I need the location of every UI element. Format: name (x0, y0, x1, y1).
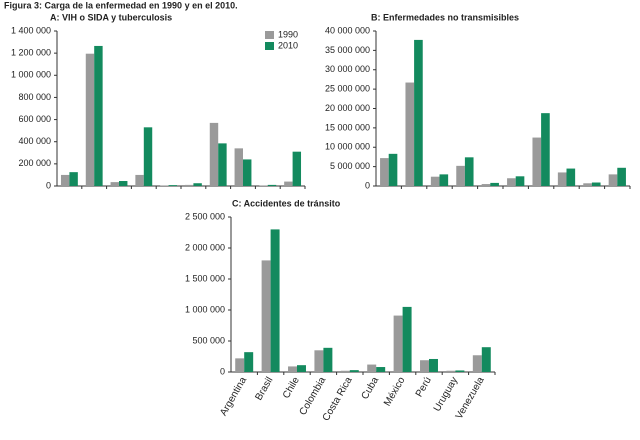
y-tick-label: 600 000 (18, 114, 51, 124)
bar (297, 365, 306, 372)
y-tick-label: 1 200 000 (11, 48, 51, 58)
y-tick-label: 0 (46, 180, 51, 190)
legend-swatch (265, 42, 274, 50)
y-tick-label: 800 000 (18, 92, 51, 102)
bar (402, 306, 412, 372)
bar (490, 182, 499, 186)
bar (367, 364, 377, 372)
bar (481, 184, 491, 186)
bar (420, 360, 429, 372)
chart-title: C: Accidentes de tránsito (232, 198, 341, 208)
bar (243, 159, 252, 186)
bar (430, 176, 440, 186)
y-tick-label: 0 (220, 366, 225, 376)
bar (541, 113, 550, 186)
y-tick-label: 1 000 000 (185, 304, 225, 314)
bar (288, 366, 297, 372)
bar (168, 185, 178, 186)
bar (244, 352, 254, 372)
bar (143, 127, 153, 186)
bar (591, 182, 601, 186)
bar (110, 182, 119, 186)
bar (234, 148, 243, 186)
bar (292, 151, 302, 186)
bar (193, 183, 202, 186)
bar (376, 367, 386, 372)
y-tick-label: 2 500 000 (185, 211, 225, 221)
chart-title: B: Enfermedades no transmisibles (371, 12, 519, 22)
bar (617, 167, 626, 186)
bar (184, 184, 194, 186)
bar (429, 358, 438, 372)
bar (446, 370, 456, 372)
bar (323, 347, 333, 372)
bar (135, 174, 144, 186)
bar (414, 39, 423, 186)
bar (209, 122, 219, 186)
bar (218, 143, 227, 186)
bar (532, 137, 542, 186)
bar (69, 172, 78, 186)
bar (507, 178, 516, 186)
bar (393, 315, 403, 372)
bar (388, 153, 398, 186)
bar (608, 174, 618, 186)
bar (60, 174, 70, 186)
bar (340, 370, 350, 372)
x-tick-label: Uruguay (432, 375, 460, 413)
y-tick-label: 500 000 (192, 335, 225, 345)
bar (583, 183, 592, 186)
bar (314, 350, 324, 372)
y-tick-label: 2 000 000 (185, 242, 225, 252)
legend-label: 1990 (278, 29, 298, 39)
y-tick-label: 0 (365, 180, 370, 190)
y-tick-label: 40 000 000 (325, 25, 370, 35)
y-tick-label: 1 500 000 (185, 273, 225, 283)
bar (94, 45, 103, 187)
bar (405, 82, 415, 186)
x-tick-label: Perú (414, 375, 434, 399)
y-tick-label: 200 000 (18, 158, 51, 168)
y-tick-label: 400 000 (18, 136, 51, 146)
bar (456, 165, 465, 186)
bar (259, 185, 268, 186)
bar (566, 168, 576, 186)
legend-label: 2010 (278, 40, 298, 50)
bar (557, 172, 567, 186)
bar (464, 157, 474, 186)
y-tick-label: 10 000 000 (325, 142, 370, 152)
y-tick-label: 35 000 000 (325, 45, 370, 55)
bar (481, 347, 491, 372)
bar (85, 53, 95, 187)
y-tick-label: 15 000 000 (325, 122, 370, 132)
bar (119, 181, 128, 186)
bar (284, 181, 293, 186)
x-tick-label: Cuba (360, 375, 382, 402)
bar (235, 358, 245, 372)
y-tick-label: 25 000 000 (325, 84, 370, 94)
y-tick-label: 20 000 000 (325, 103, 370, 113)
bar (267, 184, 277, 186)
bar (439, 174, 449, 186)
figure-title: Figura 3: Carga de la enfermedad en 1990… (4, 0, 238, 10)
bar (160, 185, 169, 186)
bar (455, 370, 465, 372)
bar (349, 370, 359, 372)
x-tick-label: Argentina (218, 375, 249, 418)
y-tick-label: 1 000 000 (11, 70, 51, 80)
y-tick-label: 5 000 000 (330, 161, 370, 171)
y-tick-label: 30 000 000 (325, 64, 370, 74)
legend-swatch (265, 31, 274, 39)
bar (472, 355, 482, 372)
bar (261, 260, 271, 372)
bar (270, 229, 280, 372)
bar (380, 158, 389, 186)
x-tick-label: México (382, 375, 408, 408)
x-tick-label: Brasil (253, 375, 275, 402)
y-tick-label: 1 400 000 (11, 25, 51, 35)
bar (515, 176, 525, 186)
x-tick-label: Chile (281, 375, 302, 401)
chart-title: A: VIH o SIDA y tuberculosis (50, 12, 172, 22)
